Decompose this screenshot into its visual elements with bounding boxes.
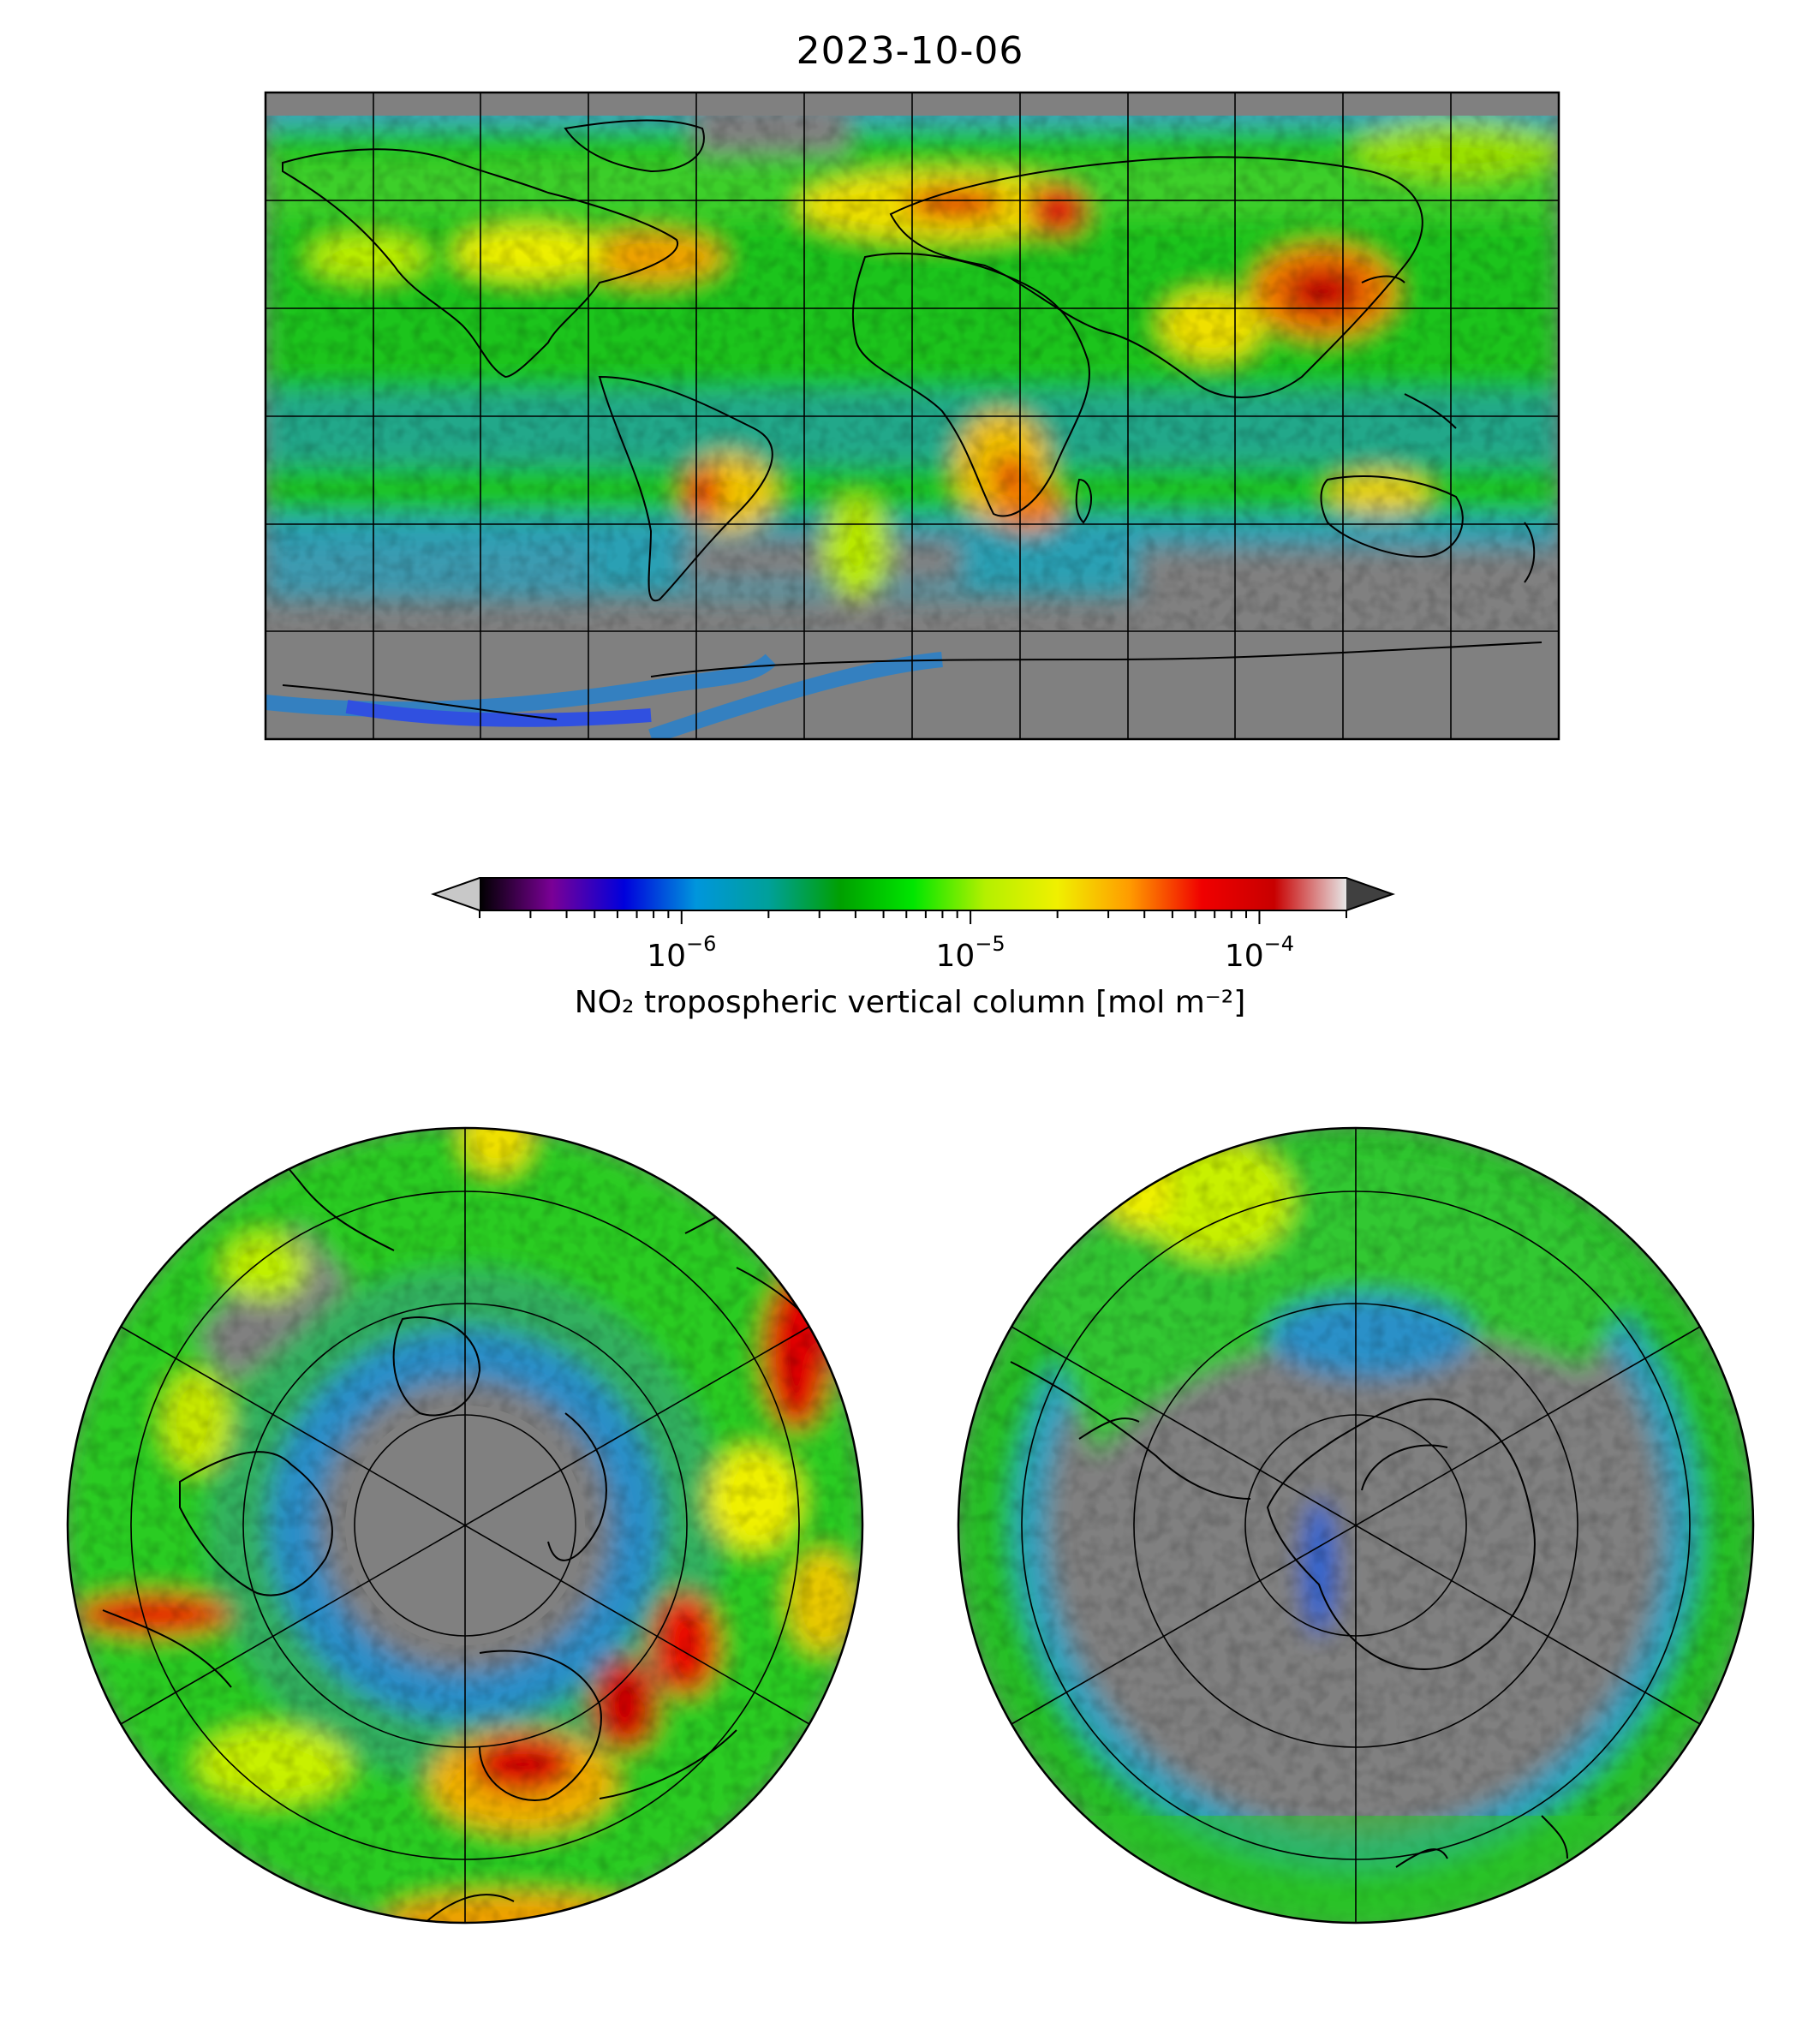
north-polar-map — [66, 1126, 864, 1925]
global-coastlines — [282, 119, 1543, 720]
tick-exponent: −4 — [1263, 932, 1295, 956]
tick-exponent: −6 — [685, 932, 717, 956]
colorbar-tick-label: 10−6 — [647, 932, 716, 974]
south-polar-map — [957, 1126, 1755, 1925]
colorbar-tick-label: 10−5 — [936, 932, 1005, 974]
map-title: 2023-10-06 — [796, 29, 1024, 73]
south-map-frame — [957, 1126, 1755, 1925]
colorbar — [430, 877, 1396, 924]
tick-base: 10 — [1224, 939, 1264, 974]
tick-base: 10 — [935, 939, 976, 974]
global-map-frame — [264, 91, 1560, 741]
tick-exponent: −5 — [975, 932, 1005, 956]
colorbar-label: NO₂ tropospheric vertical column [mol m⁻… — [574, 985, 1246, 1020]
colorbar-body — [480, 878, 1346, 910]
global-graticule — [266, 92, 1559, 739]
north-map-frame — [66, 1126, 864, 1925]
tick-base: 10 — [647, 939, 686, 974]
colorbar-ticks — [479, 910, 1347, 924]
south-graticule — [1011, 1128, 1701, 1923]
colorbar-extend-under — [433, 878, 480, 910]
colorbar-tick-label: 10−4 — [1225, 932, 1294, 974]
colorbar-extend-over — [1346, 878, 1393, 910]
north-graticule — [120, 1128, 810, 1923]
global-map — [264, 91, 1560, 741]
